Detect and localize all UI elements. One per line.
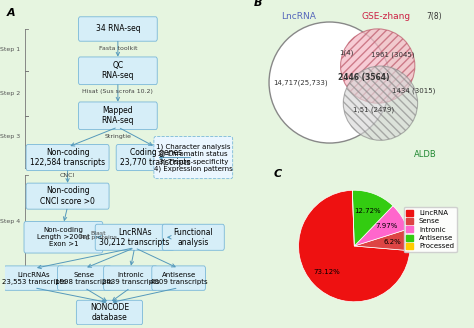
Text: Mapped
RNA-seq: Mapped RNA-seq	[101, 106, 134, 126]
Text: Step 1: Step 1	[0, 47, 20, 52]
Wedge shape	[354, 229, 410, 251]
Ellipse shape	[340, 29, 415, 103]
Text: 1(4): 1(4)	[339, 49, 353, 55]
Wedge shape	[352, 190, 393, 246]
Text: Antisense
4009 transcripts: Antisense 4009 transcripts	[150, 272, 208, 285]
Text: 1961 (3045): 1961 (3045)	[371, 52, 415, 58]
FancyBboxPatch shape	[24, 221, 103, 253]
FancyBboxPatch shape	[79, 17, 157, 41]
Text: Non-coding
CNCl score >0: Non-coding CNCl score >0	[40, 186, 95, 206]
Text: 14,717(25,733): 14,717(25,733)	[273, 79, 328, 86]
Text: 7.97%: 7.97%	[375, 223, 398, 229]
Text: LncRNAs
30,212 transcripts: LncRNAs 30,212 transcripts	[100, 228, 170, 247]
Text: 1,51 (2479): 1,51 (2479)	[353, 107, 394, 113]
FancyBboxPatch shape	[95, 224, 174, 250]
Text: 6.2%: 6.2%	[383, 239, 401, 245]
Text: GSE-zhang: GSE-zhang	[361, 12, 410, 21]
Text: Step 3: Step 3	[0, 134, 20, 139]
FancyBboxPatch shape	[26, 183, 109, 209]
Text: LncRNA: LncRNA	[282, 12, 316, 21]
FancyBboxPatch shape	[26, 145, 109, 171]
Text: A: A	[7, 8, 16, 18]
FancyBboxPatch shape	[79, 102, 157, 130]
Text: 34 RNA-seq: 34 RNA-seq	[96, 25, 140, 33]
Text: Functional
analysis: Functional analysis	[173, 228, 213, 247]
FancyBboxPatch shape	[76, 300, 143, 325]
Text: 1434 (3015): 1434 (3015)	[392, 88, 435, 94]
FancyBboxPatch shape	[162, 224, 224, 250]
Text: Non-coding
Length >200nt
Exon >1: Non-coding Length >200nt Exon >1	[37, 227, 90, 247]
Wedge shape	[299, 190, 410, 302]
Text: 2446 (3564): 2446 (3564)	[338, 72, 390, 82]
Text: ALDB: ALDB	[413, 150, 436, 158]
Text: Pig proteins: Pig proteins	[80, 236, 117, 240]
Text: Blast: Blast	[91, 231, 106, 236]
Text: Step 2: Step 2	[0, 91, 20, 96]
Text: Step 4: Step 4	[0, 219, 20, 224]
Wedge shape	[352, 190, 354, 246]
Text: Hisat (Sus scrofa 10.2): Hisat (Sus scrofa 10.2)	[82, 89, 153, 93]
Text: 73.12%: 73.12%	[313, 269, 340, 275]
Text: B: B	[254, 0, 263, 8]
Text: 1) Character analysis
2) Chromatin status
3) Tissue-specificity
4) Expression pa: 1) Character analysis 2) Chromatin statu…	[154, 143, 233, 172]
Text: Sense
1998 transcripts: Sense 1998 transcripts	[55, 272, 113, 285]
Text: Stringtie: Stringtie	[104, 133, 131, 138]
Text: CNCI: CNCI	[60, 173, 75, 178]
FancyBboxPatch shape	[154, 136, 233, 179]
Text: Non-coding
122,584 transcripts: Non-coding 122,584 transcripts	[30, 148, 105, 167]
Text: 7(8): 7(8)	[426, 12, 441, 21]
FancyBboxPatch shape	[116, 145, 195, 171]
Text: LincRNAs
23,553 transcripts: LincRNAs 23,553 transcripts	[2, 272, 66, 285]
Ellipse shape	[343, 66, 418, 140]
FancyBboxPatch shape	[152, 266, 205, 290]
FancyBboxPatch shape	[57, 266, 111, 290]
Text: C: C	[274, 169, 282, 179]
Legend: LincRNA, Sense, Intronic, Antisense, Processed: LincRNA, Sense, Intronic, Antisense, Pro…	[404, 207, 457, 252]
FancyBboxPatch shape	[104, 266, 157, 290]
Text: NONCODE
database: NONCODE database	[90, 303, 129, 322]
Text: Intronic
2439 transcripts: Intronic 2439 transcripts	[102, 272, 159, 285]
Text: Fasta toolkit: Fasta toolkit	[99, 47, 137, 51]
FancyBboxPatch shape	[4, 266, 64, 290]
Text: QC
RNA-seq: QC RNA-seq	[101, 61, 134, 80]
Wedge shape	[354, 206, 408, 246]
FancyBboxPatch shape	[79, 57, 157, 85]
Text: 12.72%: 12.72%	[355, 208, 381, 214]
Ellipse shape	[269, 22, 390, 143]
Text: Coding genes
23,770 transcripts: Coding genes 23,770 transcripts	[120, 148, 191, 167]
